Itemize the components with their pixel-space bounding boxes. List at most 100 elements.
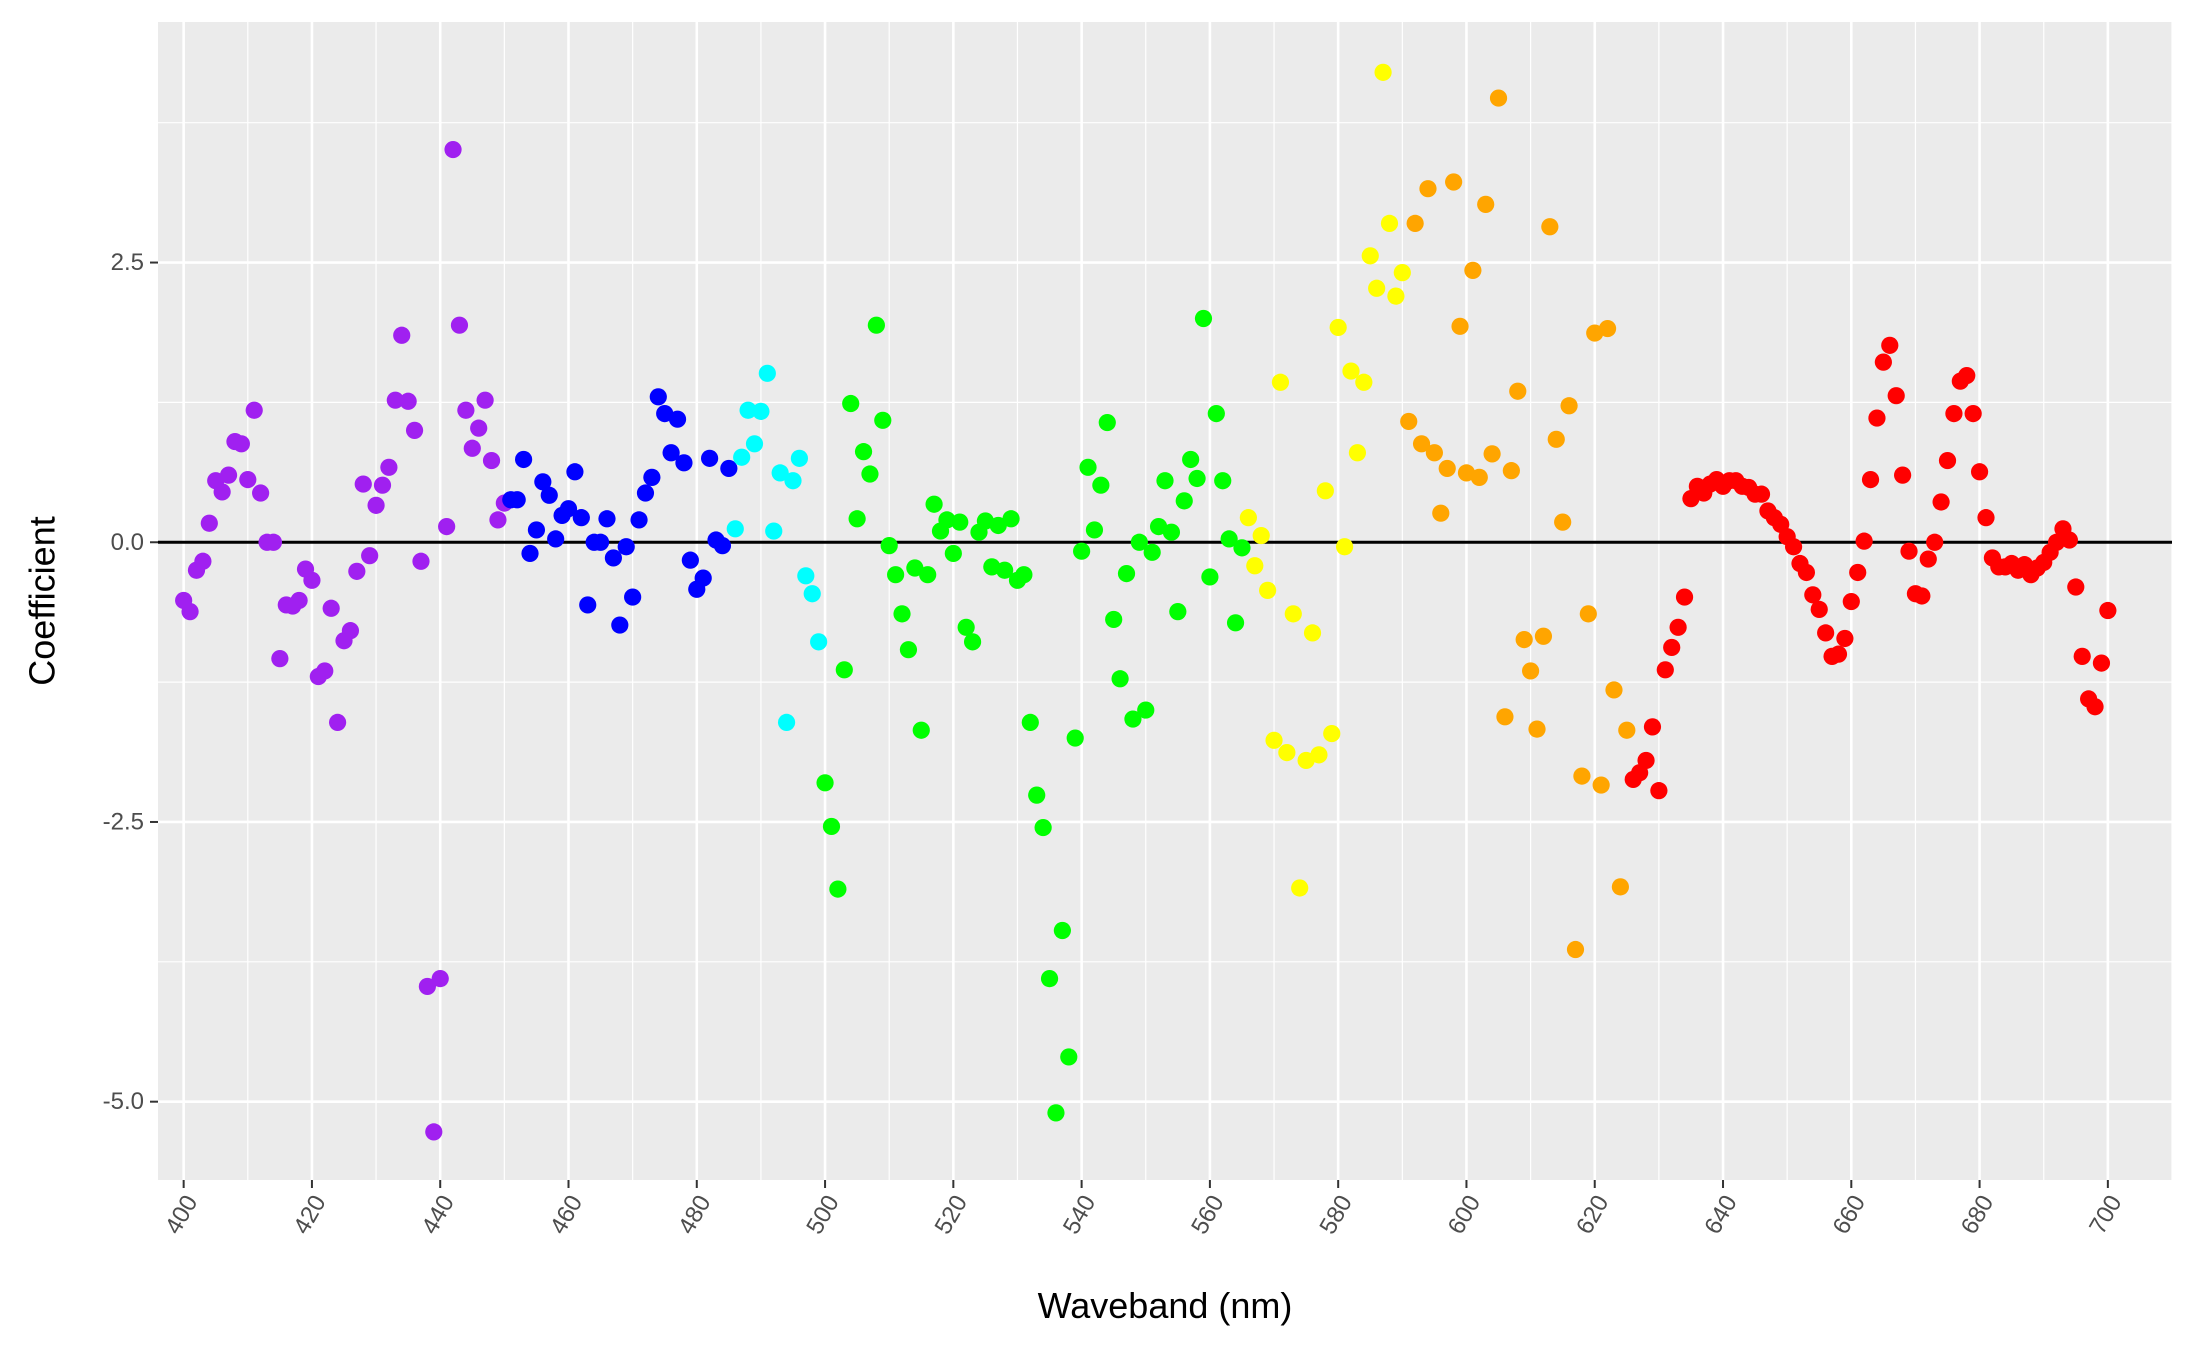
data-point — [604, 549, 622, 567]
data-point — [2060, 531, 2078, 549]
data-point — [1124, 710, 1142, 728]
data-point — [1073, 542, 1091, 560]
data-point — [1521, 662, 1540, 680]
data-point — [1297, 751, 1315, 770]
data-point — [1355, 373, 1373, 391]
data-point — [1637, 751, 1655, 770]
data-point — [1214, 472, 1232, 490]
data-point — [1515, 631, 1533, 649]
data-point — [1894, 466, 1912, 484]
data-point — [1387, 287, 1405, 305]
data-point — [1502, 462, 1520, 480]
data-point — [668, 410, 687, 428]
data-point — [1489, 89, 1508, 107]
data-point — [1438, 459, 1456, 478]
data-point — [361, 547, 379, 565]
data-point — [1868, 409, 1886, 427]
y-tick-label: 2.5 — [111, 249, 144, 276]
data-point — [887, 566, 905, 584]
data-point — [1470, 468, 1488, 486]
data-point — [534, 473, 552, 491]
data-point — [412, 552, 430, 570]
y-tick-label: -5.0 — [103, 1088, 144, 1115]
data-point — [1605, 681, 1623, 699]
data-point — [1964, 404, 1982, 423]
data-point — [1881, 336, 1899, 354]
data-point — [1188, 469, 1206, 488]
data-point — [1034, 818, 1052, 837]
data-point — [232, 435, 250, 453]
data-point — [2092, 654, 2111, 672]
data-point — [559, 500, 578, 518]
data-point — [219, 466, 238, 484]
data-point — [1509, 382, 1527, 400]
data-point — [1233, 539, 1251, 557]
data-point — [745, 435, 764, 453]
data-point — [1836, 629, 1854, 648]
data-point — [1861, 471, 1880, 489]
data-point — [1303, 624, 1322, 642]
data-point — [1958, 366, 1976, 385]
data-point — [1066, 729, 1084, 747]
data-point — [919, 566, 937, 584]
data-point — [1900, 542, 1918, 560]
data-point — [1182, 450, 1200, 469]
data-point — [803, 585, 821, 603]
data-point — [540, 486, 558, 504]
data-point — [1554, 513, 1572, 531]
data-point — [1810, 600, 1828, 618]
data-point — [399, 392, 417, 410]
data-point — [1451, 317, 1469, 335]
data-point — [2086, 698, 2104, 716]
data-point — [1829, 645, 1848, 663]
data-point — [1194, 309, 1213, 328]
data-point — [1380, 214, 1399, 232]
y-axis: -5.0 -2.5 0.0 2.5 — [103, 249, 158, 1115]
data-point — [1400, 412, 1418, 431]
data-point — [963, 633, 982, 651]
data-point — [1534, 627, 1553, 645]
data-point — [1874, 353, 1892, 371]
data-point — [848, 510, 866, 528]
data-point — [842, 394, 860, 413]
data-point — [1060, 1048, 1078, 1066]
data-point — [463, 439, 481, 457]
data-point — [1105, 610, 1123, 629]
data-point — [476, 391, 494, 409]
data-point — [264, 533, 283, 551]
data-point — [591, 533, 610, 551]
data-point — [393, 326, 411, 344]
data-point — [1393, 264, 1411, 282]
data-point — [598, 510, 616, 528]
data-point — [271, 650, 289, 668]
data-point — [611, 616, 629, 634]
data-point — [1175, 492, 1193, 510]
data-point — [1323, 724, 1341, 743]
data-point — [880, 537, 898, 555]
data-point — [508, 491, 526, 509]
data-point — [624, 588, 642, 606]
data-point — [899, 641, 918, 659]
data-point — [617, 538, 635, 556]
data-point — [252, 484, 270, 502]
data-point — [1092, 476, 1110, 494]
data-point — [380, 458, 398, 476]
data-point — [418, 977, 436, 996]
data-point — [675, 454, 693, 472]
x-axis-title: Waveband (nm) — [1038, 1285, 1293, 1326]
data-point — [1849, 563, 1867, 582]
data-point — [1784, 538, 1803, 556]
data-point — [713, 537, 732, 555]
data-point — [1239, 509, 1257, 527]
data-point — [444, 140, 462, 159]
data-point — [1342, 362, 1360, 380]
data-point — [566, 463, 584, 481]
data-point — [1887, 387, 1905, 405]
data-point — [1483, 445, 1501, 463]
data-point — [893, 605, 911, 623]
data-point — [1149, 517, 1168, 536]
data-point — [1271, 373, 1290, 391]
data-point — [1137, 701, 1155, 719]
data-point — [649, 388, 667, 406]
